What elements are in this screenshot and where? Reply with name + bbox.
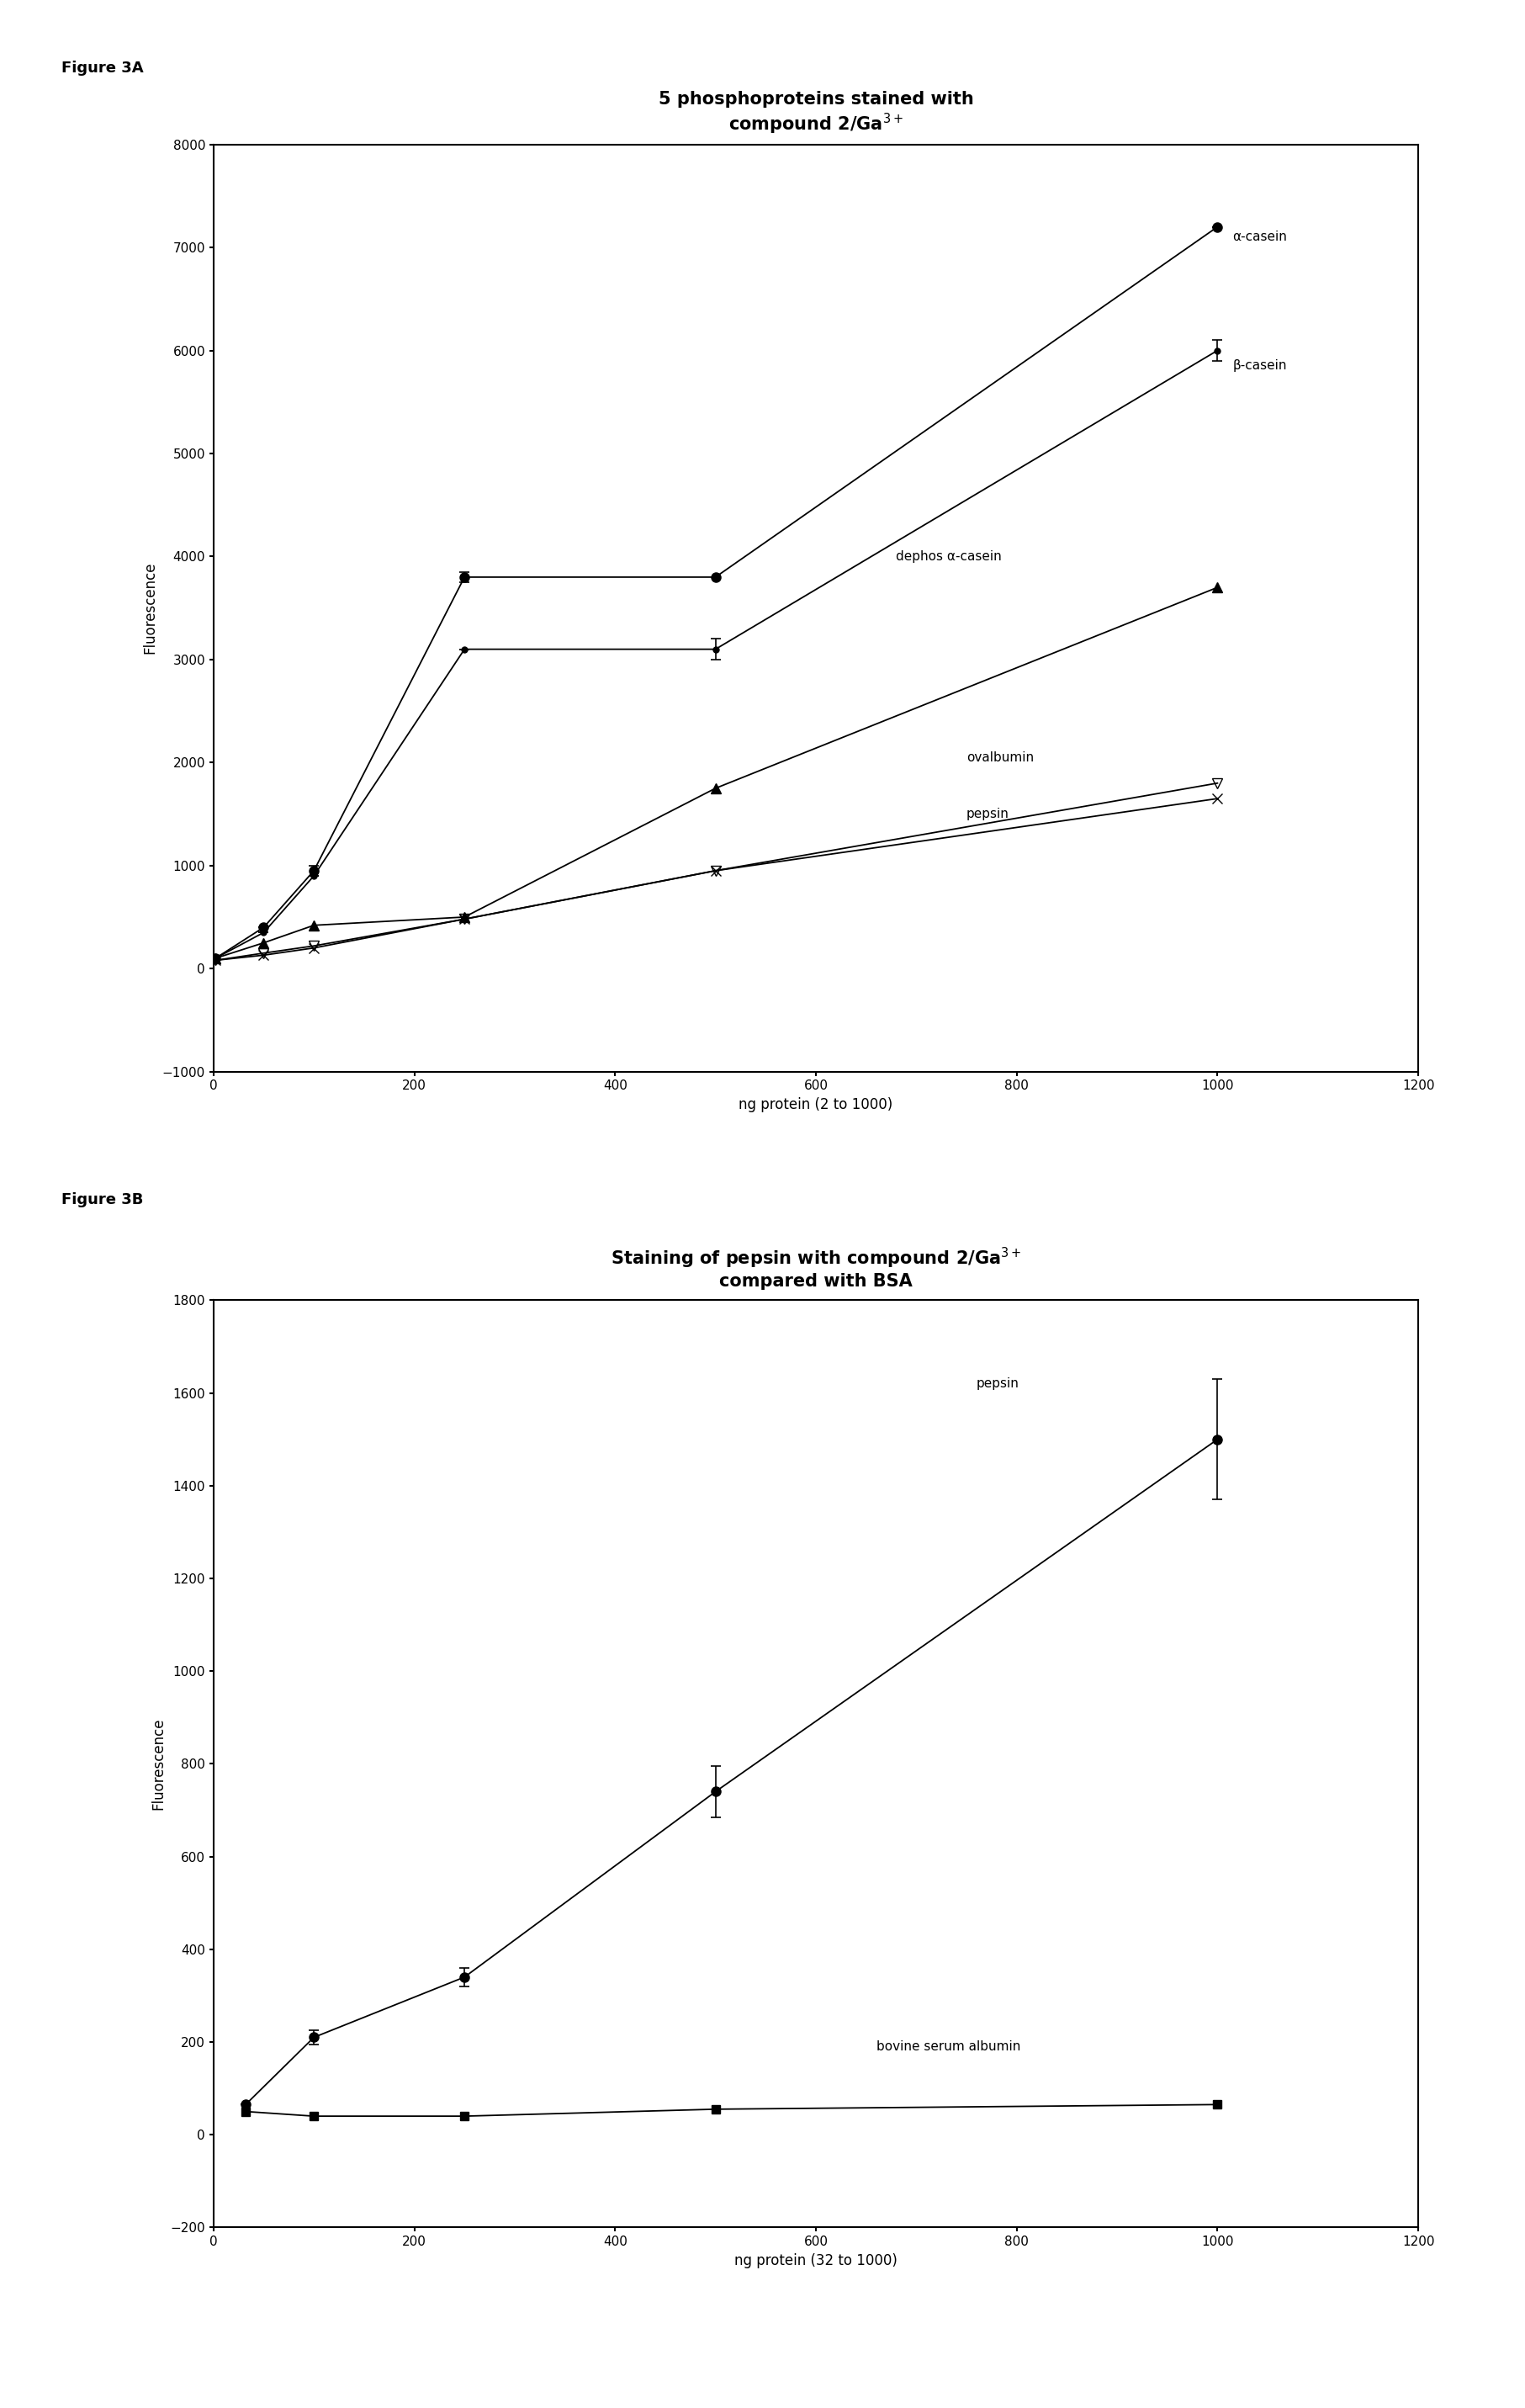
Text: dephos α-casein: dephos α-casein — [897, 549, 1002, 563]
Y-axis label: Fluorescence: Fluorescence — [151, 1717, 166, 1811]
X-axis label: ng protein (2 to 1000): ng protein (2 to 1000) — [738, 1098, 894, 1112]
Text: pepsin: pepsin — [967, 807, 1010, 821]
Text: ovalbumin: ovalbumin — [967, 751, 1034, 763]
Title: Staining of pepsin with compound 2/Ga$^{3+}$
compared with BSA: Staining of pepsin with compound 2/Ga$^{… — [610, 1245, 1022, 1291]
Y-axis label: Fluorescence: Fluorescence — [142, 561, 157, 655]
Title: 5 phosphoproteins stained with
compound 2/Ga$^{3+}$: 5 phosphoproteins stained with compound … — [659, 92, 973, 137]
Text: pepsin: pepsin — [976, 1377, 1019, 1389]
Text: Figure 3A: Figure 3A — [61, 60, 143, 75]
Text: bovine serum albumin: bovine serum albumin — [877, 2040, 1020, 2054]
Text: α-casein: α-casein — [1232, 231, 1287, 243]
Text: Figure 3B: Figure 3B — [61, 1192, 143, 1206]
Text: β-casein: β-casein — [1232, 359, 1287, 373]
X-axis label: ng protein (32 to 1000): ng protein (32 to 1000) — [735, 2254, 897, 2268]
